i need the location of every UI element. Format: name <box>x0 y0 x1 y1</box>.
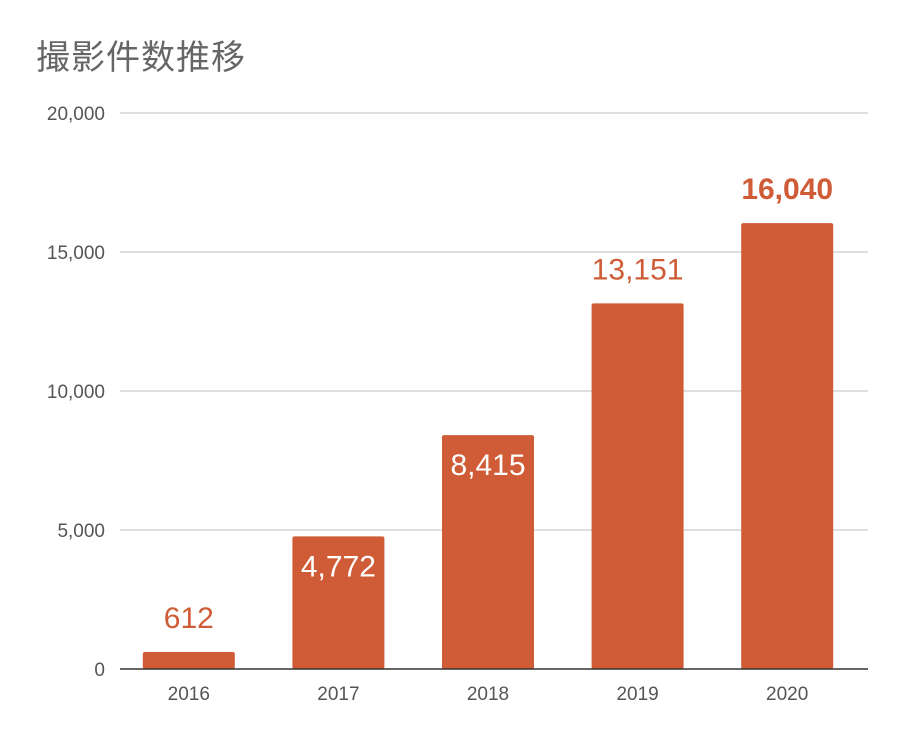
x-tick-label: 2016 <box>168 684 210 705</box>
data-label-2016: 612 <box>164 602 214 635</box>
bar-2020 <box>741 223 834 669</box>
data-label-2017: 4,772 <box>301 550 376 583</box>
bar-2019 <box>591 303 684 669</box>
x-tick-label: 2019 <box>616 684 658 705</box>
x-axis-tick-labels: 2016 2017 2018 2019 2020 <box>168 684 809 705</box>
data-label-2019: 13,151 <box>592 253 684 286</box>
bars <box>142 223 834 669</box>
y-axis-tick-labels: 0 5,000 10,000 15,000 20,000 <box>47 104 105 681</box>
bar-2016 <box>142 651 235 669</box>
data-labels: 612 4,772 8,415 13,151 16,040 <box>164 173 833 635</box>
chart-title: 撮影件数推移 <box>36 38 246 78</box>
x-tick-label: 2018 <box>467 684 509 705</box>
x-tick-label: 2020 <box>766 684 808 705</box>
bar-2017 <box>292 536 385 669</box>
data-label-2018: 8,415 <box>450 449 525 482</box>
y-tick-label: 15,000 <box>47 243 105 264</box>
x-tick-label: 2017 <box>317 684 359 705</box>
y-tick-label: 10,000 <box>47 382 105 403</box>
data-label-2020: 16,040 <box>741 173 833 206</box>
y-tick-label: 20,000 <box>47 104 105 125</box>
y-tick-label: 0 <box>94 660 105 681</box>
y-tick-label: 5,000 <box>57 521 105 542</box>
bar-2018 <box>442 435 534 669</box>
